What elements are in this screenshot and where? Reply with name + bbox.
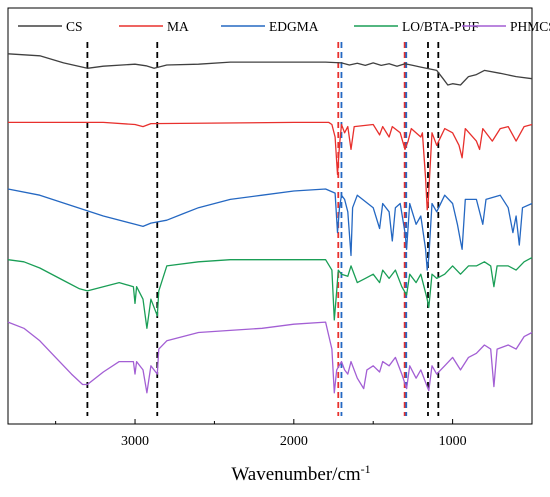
reference-lines [86,42,440,416]
x-tick-label-2000: 2000 [280,434,308,449]
series-lines [7,53,533,394]
legend-label-edgma: EDGMA [269,19,319,34]
series-line-lo-bta-puf [7,257,533,329]
x-axis-title-text: Wavenumber/cm [231,464,361,485]
legend-label-lo-bta-puf: LO/BTA-PUF [402,19,479,34]
series-line-ma [8,121,533,211]
series-line-cs [7,53,533,86]
x-axis-ticks: 3000 2000 1000 [55,419,533,449]
x-axis-title-superscript: -1 [361,462,371,476]
x-axis-title: Wavenumber/cm-1 [231,462,370,485]
legend-label-ma: MA [167,19,189,34]
series-line-phmcs [7,321,533,394]
legend-label-cs: CS [66,19,83,34]
legend-label-phmcs: PHMCS [510,19,550,34]
series-line-edgma [7,188,533,271]
x-tick-label-3000: 3000 [121,434,149,449]
x-tick-label-1000: 1000 [439,434,467,449]
legend: CS MA EDGMA LO/BTA-PUF PHMCS [18,19,550,34]
plot-frame [7,7,533,425]
